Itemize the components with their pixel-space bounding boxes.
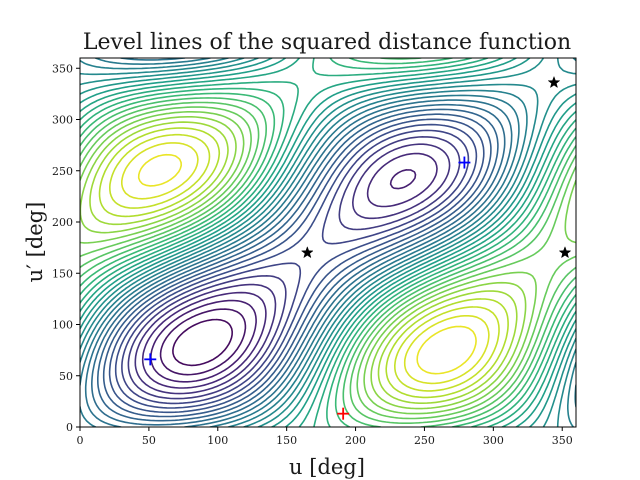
- x-tick-label-3: 150: [276, 434, 297, 447]
- y-tick-label-1: 50: [59, 370, 73, 383]
- contour-level-23: [80, 58, 576, 427]
- chart-title: Level lines of the squared distance func…: [83, 30, 571, 55]
- x-tick-label-5: 250: [414, 434, 435, 447]
- contour-level-18: [80, 58, 576, 427]
- maximum-marker-0: [337, 407, 350, 420]
- contour-level-32: [121, 142, 490, 385]
- plot-frame: [79, 57, 577, 428]
- contour-level-3: [150, 169, 417, 383]
- contour-level-5: [134, 143, 451, 395]
- x-tick-label-7: 350: [552, 434, 573, 447]
- saddle-marker-2: [558, 246, 572, 259]
- contour-level-30: [98, 127, 509, 399]
- contour-level-13: [84, 58, 513, 427]
- minimum-marker-1: [458, 156, 471, 169]
- markers-layer: [144, 75, 572, 420]
- y-axis-label: u′ [deg]: [23, 202, 47, 283]
- contour-level-8: [114, 123, 478, 409]
- contour-level-12: [91, 103, 506, 426]
- contour-level-25: [80, 101, 576, 424]
- y-axis: 0 50 100 150 200 250 300 350: [52, 62, 80, 434]
- contour-level-33: [137, 153, 477, 375]
- contour-level-6: [127, 136, 461, 400]
- y-tick-label-5: 250: [52, 165, 73, 178]
- contour-level-31: [109, 133, 500, 392]
- y-tick-label-7: 350: [52, 62, 73, 75]
- y-tick-label-4: 200: [52, 216, 73, 229]
- contour-level-11: [97, 108, 499, 422]
- contour-level-7: [121, 129, 470, 405]
- x-tick-label-1: 50: [142, 434, 156, 447]
- contour-lines: [80, 58, 576, 427]
- contour-level-22: [80, 58, 576, 427]
- saddle-marker-1: [547, 75, 561, 89]
- contour-level-21: [80, 58, 576, 427]
- contour-level-17: [80, 58, 576, 427]
- contour-level-9: [108, 118, 485, 414]
- saddle-marker-0: [300, 246, 314, 259]
- y-tick-label-2: 100: [52, 319, 73, 332]
- y-tick-label-3: 150: [52, 267, 73, 280]
- x-tick-label-0: 0: [77, 434, 84, 447]
- contour-level-24: [80, 58, 576, 427]
- x-tick-label-4: 200: [345, 434, 366, 447]
- contour-level-27: [80, 111, 576, 415]
- minimum-marker-0: [144, 353, 157, 366]
- contour-level-29: [89, 121, 518, 404]
- x-tick-label-6: 300: [483, 434, 504, 447]
- contour-level-4: [141, 152, 438, 389]
- contour-level-2: [159, 308, 247, 376]
- y-tick-label-0: 0: [66, 421, 73, 434]
- contour-level-1: [172, 318, 233, 367]
- y-tick-label-6: 300: [52, 114, 73, 127]
- x-tick-label-2: 100: [207, 434, 228, 447]
- contour-level-26: [80, 106, 576, 420]
- contour-level-10: [102, 113, 492, 418]
- x-axis-label: u [deg]: [289, 455, 365, 479]
- contour-level-28: [80, 116, 527, 410]
- x-axis: 0 50 100 150 200 250 300 350: [77, 427, 573, 447]
